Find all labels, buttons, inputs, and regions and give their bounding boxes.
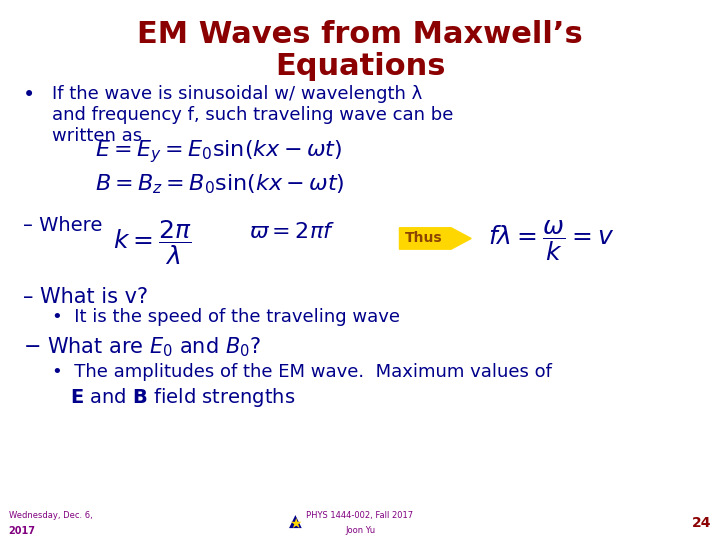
Text: $\mathbf{E}$ and $\mathbf{B}$ field strengths: $\mathbf{E}$ and $\mathbf{B}$ field stre… [70, 386, 295, 409]
Text: Joon Yu: Joon Yu [345, 526, 375, 535]
Text: 2017: 2017 [9, 526, 35, 536]
Text: ▲: ▲ [289, 512, 302, 531]
Text: Wednesday, Dec. 6,: Wednesday, Dec. 6, [9, 511, 92, 520]
Text: •  It is the speed of the traveling wave: • It is the speed of the traveling wave [52, 308, 400, 326]
Text: Equations: Equations [275, 52, 445, 82]
Text: – Where: – Where [23, 216, 102, 235]
Text: EM Waves from Maxwell’s: EM Waves from Maxwell’s [137, 20, 583, 49]
Text: PHYS 1444-002, Fall 2017: PHYS 1444-002, Fall 2017 [307, 511, 413, 520]
Text: Thus: Thus [405, 231, 443, 245]
Text: – What is v?: – What is v? [23, 287, 148, 307]
Text: $E = E_y = E_0 \sin\!\left(kx - \omega t\right)$: $E = E_y = E_0 \sin\!\left(kx - \omega t… [94, 138, 342, 165]
Text: $B = B_z = B_0 \sin\!\left(kx - \omega t\right)$: $B = B_z = B_0 \sin\!\left(kx - \omega t… [94, 172, 344, 195]
Text: written as: written as [52, 127, 142, 145]
Text: 24: 24 [692, 516, 711, 530]
Text: If the wave is sinusoidal w/ wavelength λ: If the wave is sinusoidal w/ wavelength … [52, 85, 422, 103]
Text: •: • [23, 85, 35, 105]
Text: •  The amplitudes of the EM wave.  Maximum values of: • The amplitudes of the EM wave. Maximum… [52, 363, 552, 381]
Text: $f\lambda = \dfrac{\omega}{k} = v$: $f\lambda = \dfrac{\omega}{k} = v$ [487, 219, 613, 264]
Text: ★: ★ [289, 517, 302, 531]
Text: and frequency f, such traveling wave can be: and frequency f, such traveling wave can… [52, 106, 453, 124]
Text: $k = \dfrac{2\pi}{\lambda}$: $k = \dfrac{2\pi}{\lambda}$ [112, 219, 191, 267]
Text: $\varpi = 2\pi f$: $\varpi = 2\pi f$ [249, 222, 335, 242]
FancyArrow shape [400, 228, 471, 249]
Text: $-$ What are $\mathit{E}_0$ and $\mathit{B}_0$?: $-$ What are $\mathit{E}_0$ and $\mathit… [23, 335, 261, 359]
